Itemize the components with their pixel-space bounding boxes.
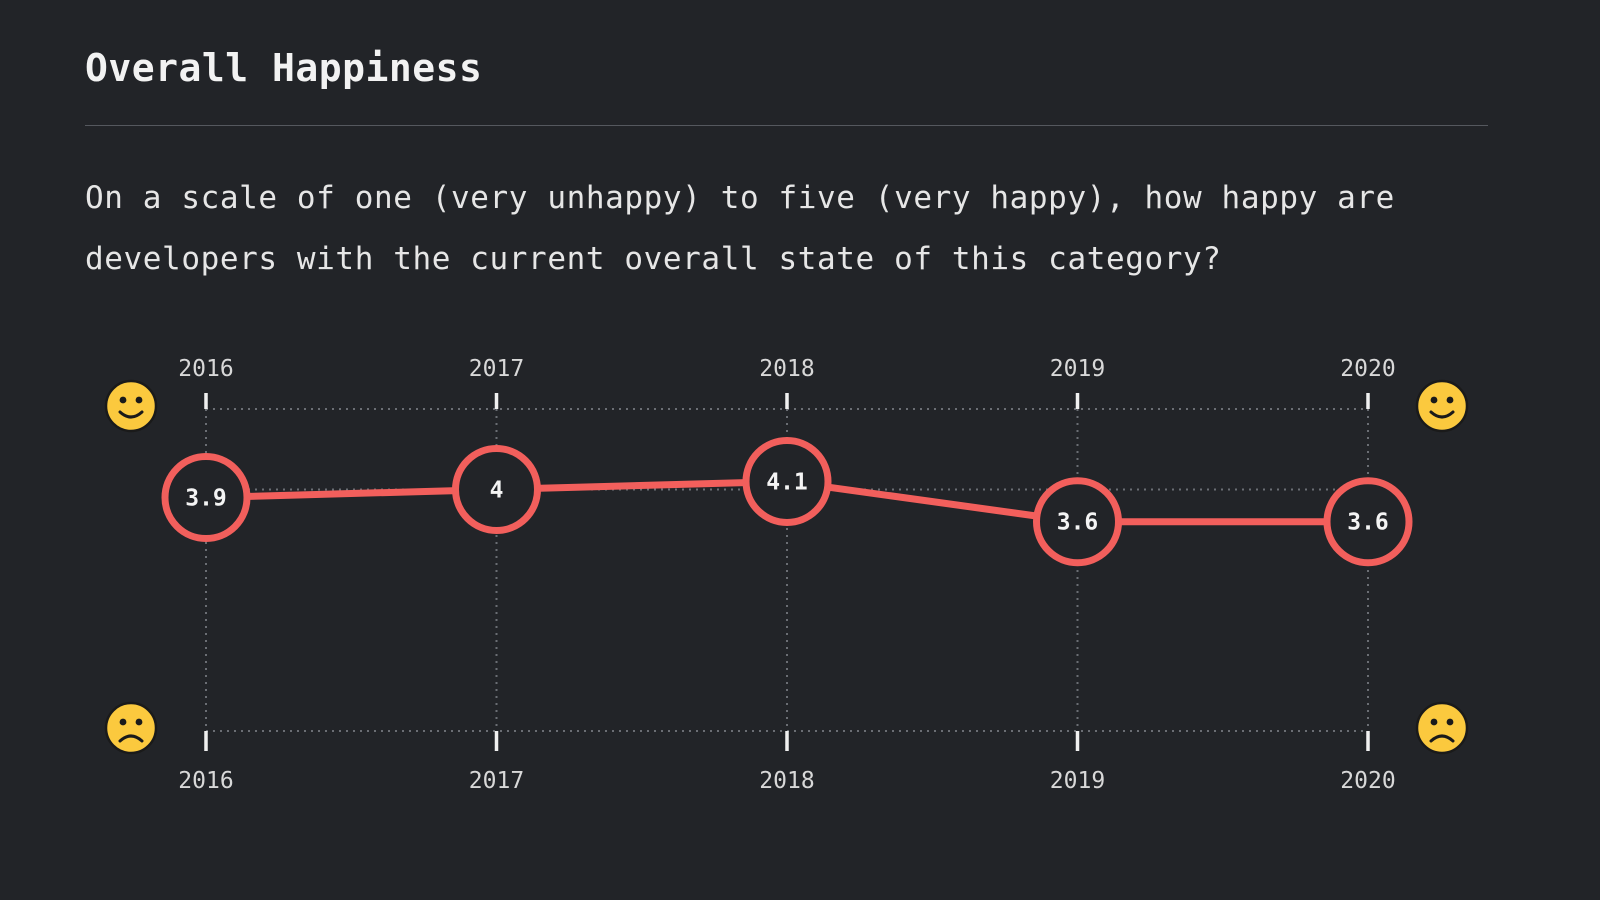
x-tick-label-top: 2019 <box>1050 356 1105 382</box>
happy-face-icon <box>104 379 158 433</box>
section-title: Overall Happiness <box>85 46 483 90</box>
x-tick-label-bottom: 2018 <box>759 768 814 794</box>
point-layer: 3.9 4 4.1 3.6 3.6 <box>161 436 1413 567</box>
x-tick-label-top: 2018 <box>759 356 814 382</box>
axis-layer: 2016 2016 2017 2017 2018 2018 2019 2019 2020 2020 <box>178 356 1395 794</box>
x-tick-label-bottom: 2016 <box>178 768 233 794</box>
x-tick-label-top: 2016 <box>178 356 233 382</box>
title-divider <box>85 125 1488 126</box>
sad-face-icon <box>104 701 158 755</box>
data-label: 4.1 <box>766 469 808 495</box>
question-text: On a scale of one (very unhappy) to five… <box>85 180 1395 277</box>
data-point <box>1323 477 1413 567</box>
sad-face-icon <box>1415 701 1469 755</box>
data-point <box>1033 477 1122 567</box>
data-point <box>742 436 832 526</box>
happy-face-icon <box>1415 379 1469 433</box>
data-point <box>452 445 541 534</box>
x-tick-label-top: 2017 <box>469 356 524 382</box>
x-tick-label-bottom: 2020 <box>1340 768 1395 794</box>
data-label: 4 <box>490 478 504 504</box>
x-tick-label-top: 2020 <box>1340 356 1395 382</box>
data-label: 3.9 <box>185 486 227 512</box>
x-tick-label-bottom: 2017 <box>469 768 524 794</box>
data-point <box>161 453 251 543</box>
data-label: 3.6 <box>1057 510 1099 536</box>
x-tick-label-bottom: 2019 <box>1050 768 1105 794</box>
data-label: 3.6 <box>1347 510 1389 536</box>
